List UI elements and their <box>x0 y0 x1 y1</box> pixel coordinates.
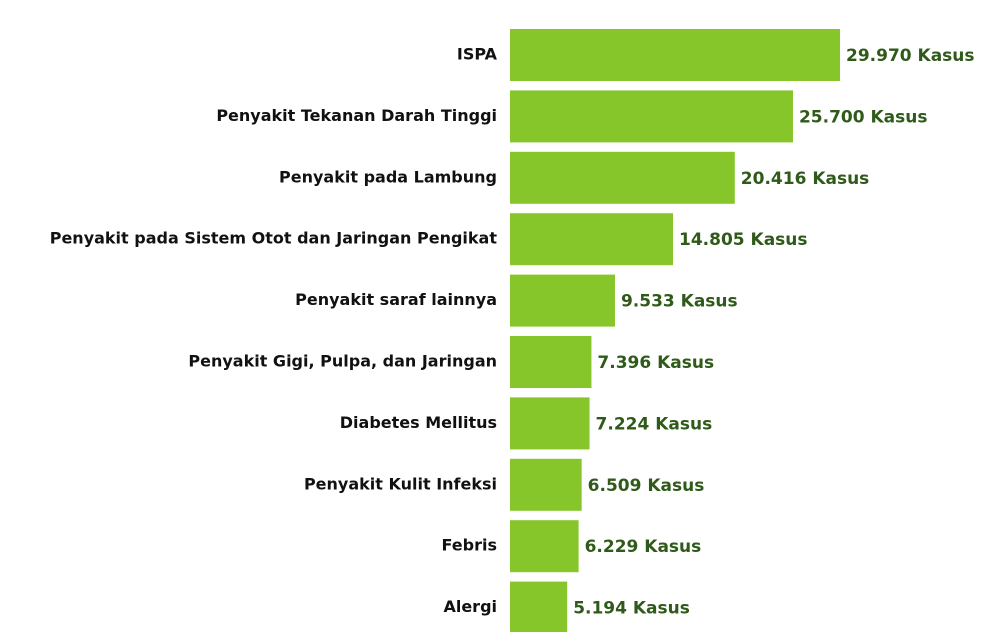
bar <box>510 582 567 632</box>
value-label: 29.970 Kasus <box>846 46 975 66</box>
category-label: Penyakit Kulit Infeksi <box>304 474 497 493</box>
bar <box>510 520 579 572</box>
bar <box>510 459 582 511</box>
value-label: 6.229 Kasus <box>585 537 702 557</box>
bar <box>510 336 591 388</box>
category-label: Penyakit pada Sistem Otot dan Jaringan P… <box>50 229 498 248</box>
value-label: 9.533 Kasus <box>621 292 738 312</box>
category-label: Penyakit saraf lainnya <box>295 290 497 309</box>
category-label: Febris <box>442 536 497 555</box>
category-label: Penyakit pada Lambung <box>279 167 497 186</box>
value-label: 20.416 Kasus <box>741 169 870 189</box>
bar <box>510 213 673 265</box>
value-label: 5.194 Kasus <box>573 599 690 619</box>
bar <box>510 29 840 81</box>
value-label: 6.509 Kasus <box>588 476 705 496</box>
bar <box>510 275 615 327</box>
category-label: Penyakit Gigi, Pulpa, dan Jaringan <box>188 352 497 371</box>
category-label: ISPA <box>457 45 498 64</box>
value-label: 25.700 Kasus <box>799 107 928 127</box>
bar <box>510 397 590 449</box>
value-label: 14.805 Kasus <box>679 230 808 250</box>
bar <box>510 90 793 142</box>
category-label: Diabetes Mellitus <box>340 413 497 432</box>
chart: ISPA 29.970 Kasus Penyakit Tekanan Darah T… <box>0 0 988 632</box>
value-label: 7.224 Kasus <box>596 414 713 434</box>
category-label: Penyakit Tekanan Darah Tinggi <box>216 106 497 125</box>
category-label: Alergi <box>443 597 497 616</box>
value-label: 7.396 Kasus <box>597 353 714 373</box>
bar <box>510 152 735 204</box>
